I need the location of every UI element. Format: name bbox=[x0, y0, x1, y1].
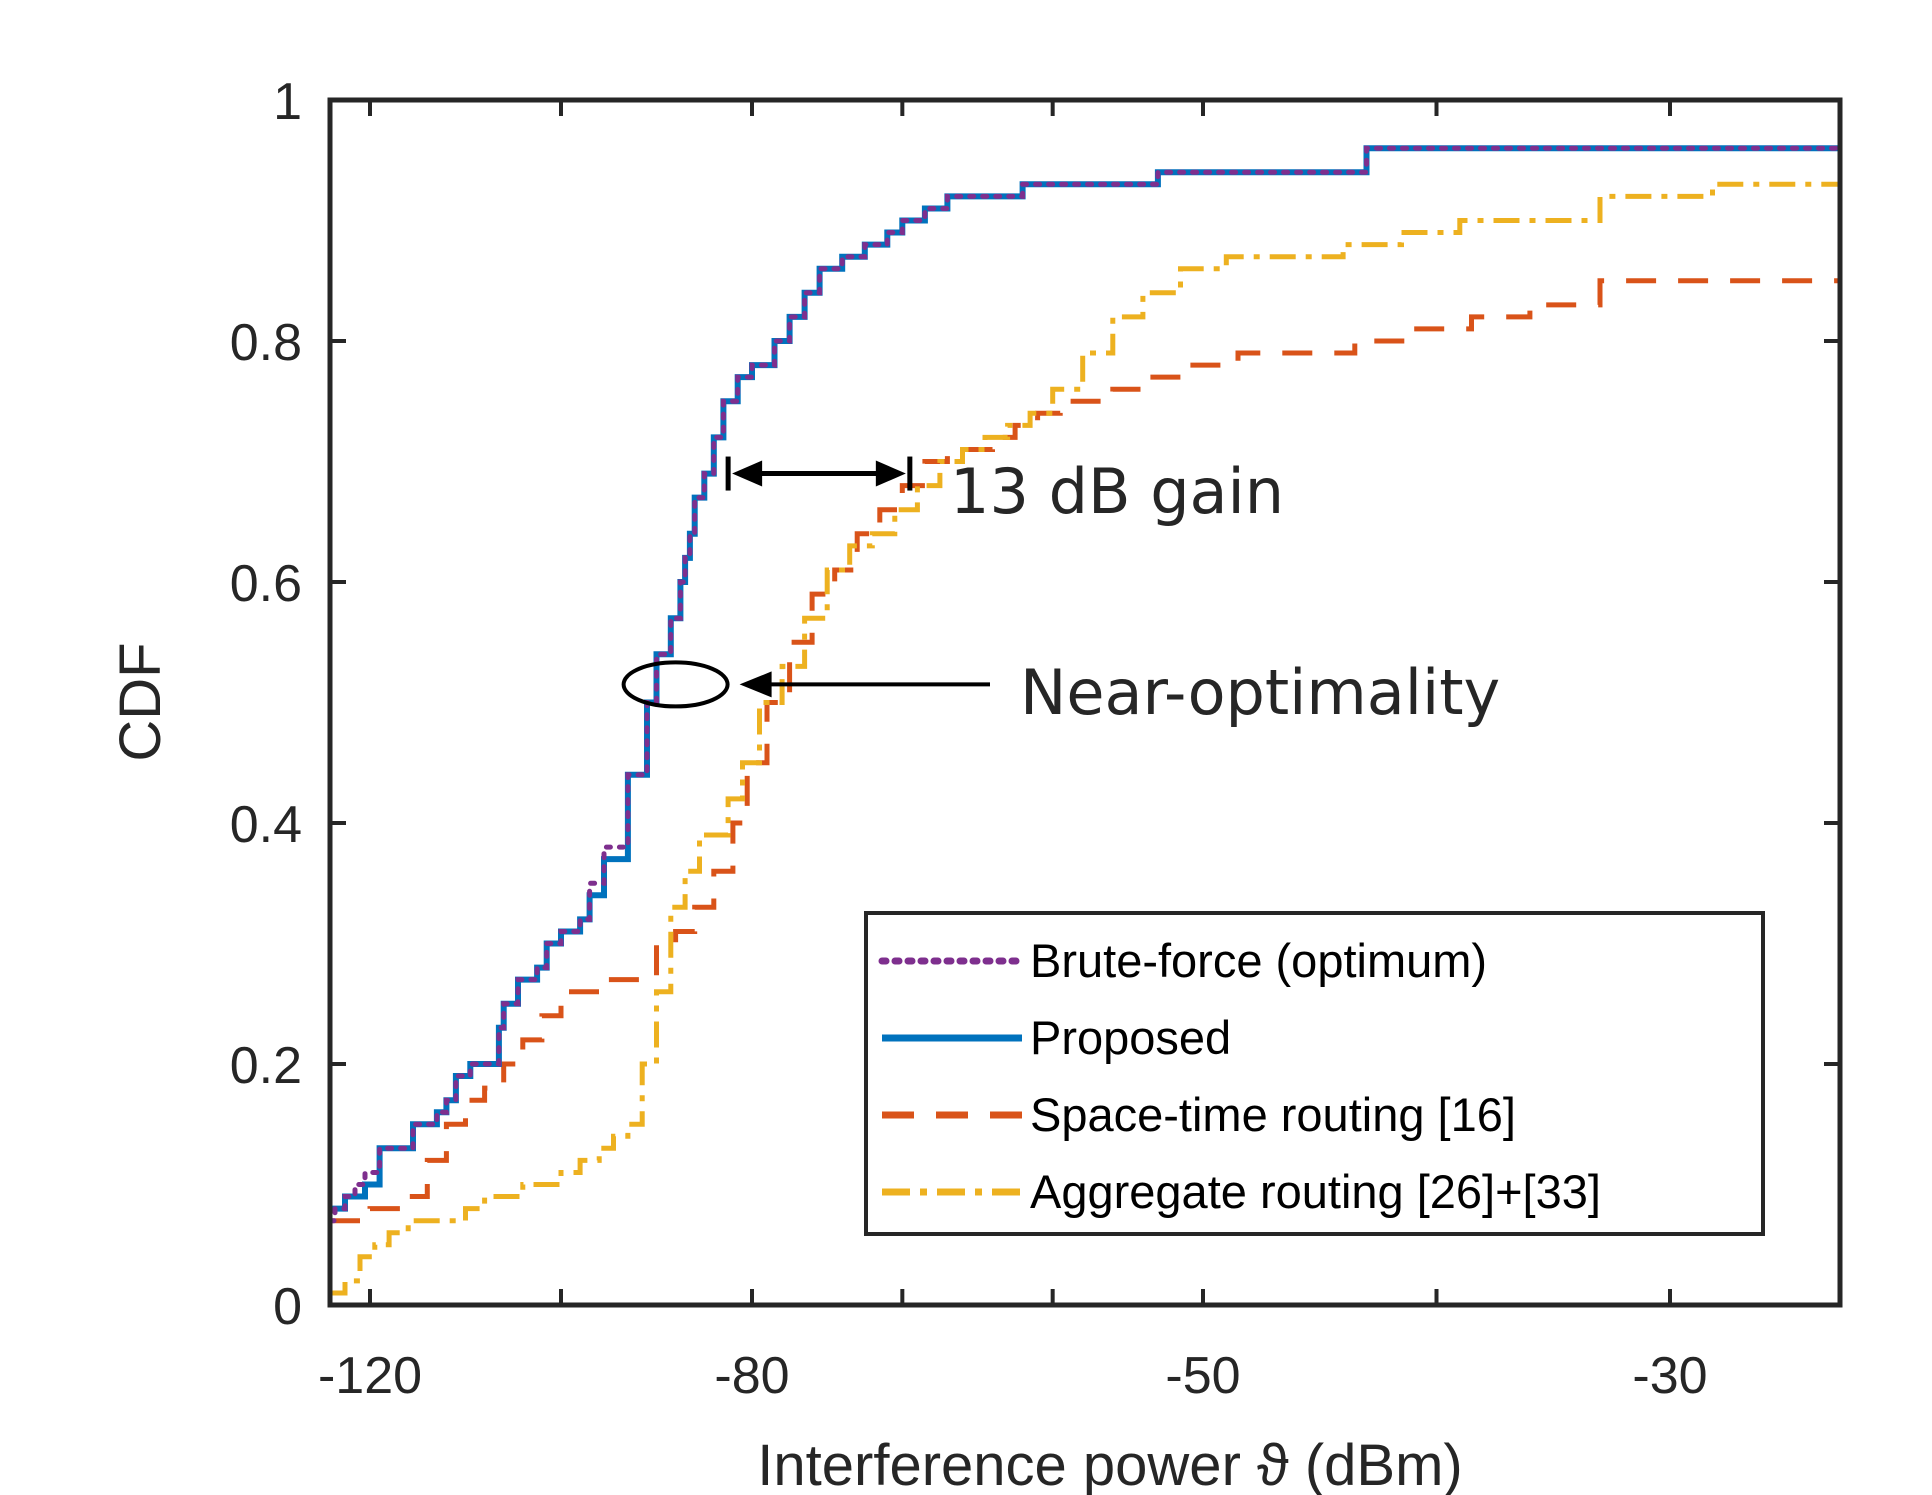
y-axis-title: CDF bbox=[108, 642, 173, 761]
legend-label-aggregate: Aggregate routing [26]+[33] bbox=[1030, 1165, 1601, 1218]
near-optimality-ellipse bbox=[621, 660, 730, 709]
x-tick-label: -80 bbox=[714, 1347, 789, 1405]
x-axis-title: Interference power ϑ (dBm) bbox=[757, 1433, 1462, 1495]
gain-annotation-text: 13 dB gain bbox=[950, 455, 1284, 528]
x-tick-label: -120 bbox=[318, 1347, 422, 1405]
series-line-brute-force-optimum bbox=[327, 145, 1843, 1224]
tick-layer: -120 -80 -50 -30 0 0.2 0.4 0.6 0.8 1 bbox=[230, 73, 1840, 1405]
plot-frame bbox=[327, 97, 1843, 1308]
y-tick-label: 0.8 bbox=[230, 314, 302, 372]
near-optimality-arrowhead bbox=[739, 671, 772, 698]
y-tick-label: 0 bbox=[273, 1278, 302, 1336]
y-tick-label: 1 bbox=[273, 73, 302, 131]
legend-box bbox=[864, 911, 1765, 1236]
series-line-space-time-routing-16 bbox=[330, 268, 1843, 1224]
legend-label-brute-force: Brute-force (optimum) bbox=[1030, 934, 1487, 987]
x-tick-label: -50 bbox=[1165, 1347, 1240, 1405]
gain-arrowhead-left bbox=[732, 460, 763, 487]
gain-annotation bbox=[725, 456, 913, 491]
legend: Brute-force (optimum) Proposed Space-tim… bbox=[864, 911, 1765, 1236]
gain-arrowhead-right bbox=[875, 460, 906, 487]
near-optimality-annotation bbox=[621, 660, 990, 709]
legend-label-space-time: Space-time routing [16] bbox=[1030, 1088, 1516, 1141]
y-tick-label: 0.2 bbox=[230, 1037, 302, 1095]
legend-label-proposed: Proposed bbox=[1030, 1011, 1231, 1064]
y-tick-label: 0.4 bbox=[230, 796, 302, 854]
y-tick-label: 0.6 bbox=[230, 555, 302, 613]
near-optimality-annotation-text: Near-optimality bbox=[1020, 656, 1500, 729]
x-tick-label: -30 bbox=[1632, 1347, 1707, 1405]
